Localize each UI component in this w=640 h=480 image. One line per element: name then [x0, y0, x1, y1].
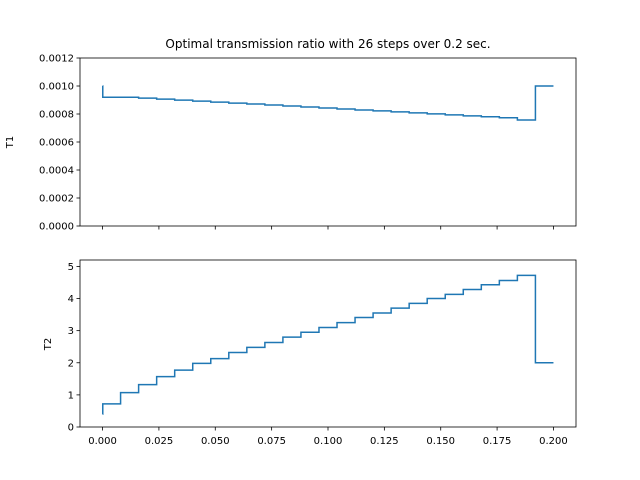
xtick-label: 0.175 — [483, 436, 512, 447]
ytick-label: 1 — [68, 390, 74, 401]
ytick-label: 3 — [68, 326, 74, 337]
ytick-label: 0.0012 — [39, 54, 74, 65]
t1-subplot: Optimal transmission ratio with 26 steps… — [5, 37, 577, 233]
ytick-label: 4 — [68, 294, 74, 305]
xtick-label: 0.125 — [370, 436, 399, 447]
series-line-t2 — [102, 274, 554, 415]
xtick-label: 0.150 — [426, 436, 455, 447]
xtick-label: 0.025 — [145, 436, 174, 447]
chart-title: Optimal transmission ratio with 26 steps… — [165, 37, 490, 51]
ytick-label: 2 — [68, 358, 74, 369]
xtick-label: 0.075 — [257, 436, 286, 447]
ytick-label: 0.0002 — [39, 194, 74, 205]
ytick-label: 0.0010 — [39, 82, 74, 93]
ytick-label: 0.0000 — [39, 222, 74, 233]
t2-subplot: T2 0 1 2 3 4 5 0.000 0.025 0.050 0.075 0.100 0.125 0… — [43, 259, 577, 447]
xtick-label: 0.200 — [539, 436, 568, 447]
series-line-t1 — [102, 85, 554, 121]
xtick-label: 0.050 — [201, 436, 230, 447]
xtick-label: 0.000 — [88, 436, 117, 447]
ytick-label: 0.0006 — [39, 138, 74, 149]
t2-ylabel: T2 — [43, 338, 54, 351]
t1-ylabel: T1 — [5, 136, 16, 149]
ytick-label: 0 — [68, 423, 74, 434]
ytick-label: 0.0008 — [39, 110, 74, 121]
ytick-label: 0.0004 — [39, 166, 74, 177]
ytick-label: 5 — [68, 262, 74, 273]
xtick-label: 0.100 — [314, 436, 343, 447]
